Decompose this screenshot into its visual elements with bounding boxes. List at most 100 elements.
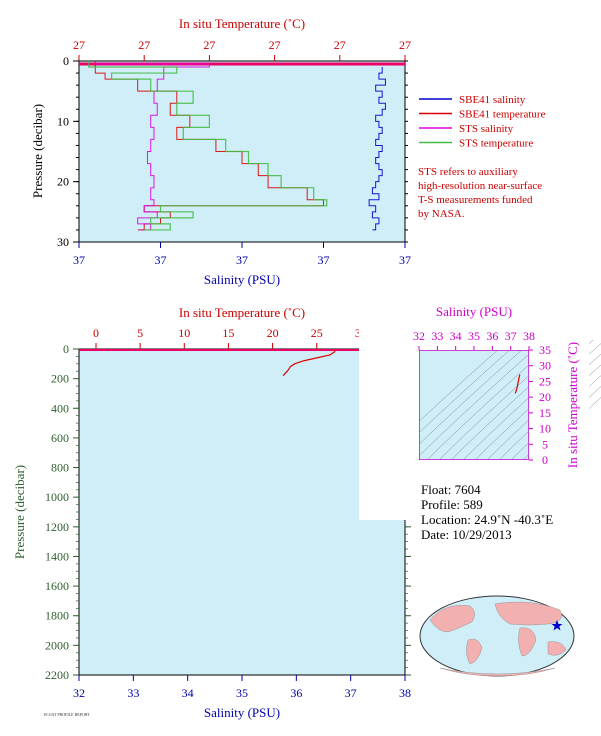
top-salinity-tick-label: 37 [236,253,248,267]
bottom-salinity-tick-label: 35 [236,686,248,700]
bottom-pressure-tick-label: 1600 [45,579,69,593]
ts-clip-top [359,290,589,350]
ts-salinity-tick-label: 37 [505,329,517,343]
bottom-temp-tick-label: 0 [93,326,99,340]
bottom-pressure-tick-label: 2000 [45,638,69,652]
ts-salinity-tick-label: 35 [468,329,480,343]
top-salinity-tick-label: 37 [399,253,411,267]
top-temp-tick-labels: 27 27 27 27 27 27 [73,38,411,61]
ts-salinity-tick-labels: 32 33 34 35 36 37 38 [413,329,535,350]
legend: SBE41 salinity SBE41 temperature STS salin… [418,94,546,220]
bottom-salinity-tick-label: 38 [399,686,411,700]
top-temp-tick-label: 27 [73,38,85,52]
ts-temp-axis-title: In situ Temperature (˚C) [565,342,580,468]
ts-panel: Salinity (PSU) 32 33 34 35 36 37 38 0 510 15 20 25… [359,290,601,520]
bottom-pressure-tick-label: 0 [63,342,69,356]
legend-label: STS temperature [459,138,533,150]
float-id: Float: 7604 [421,482,481,497]
note-line-4: by NASA. [418,208,465,220]
top-series-sbe41-salinity [368,67,386,231]
ts-series-group [514,374,521,394]
ts-plot-area [418,349,530,461]
note-line-1: STS refers to auxiliary [418,166,518,178]
top-temp-tick-label: 27 [138,38,150,52]
ts-temp-tick-label: 35 [539,343,551,357]
top-series-sts-salinity [94,61,210,231]
bottom-pressure-tick-label: 1400 [45,549,69,563]
ts-salinity-tick-label: 38 [523,329,535,343]
map-land [429,601,567,677]
top-pressure-axis-title: Pressure (decibar) [30,104,45,198]
ts-salinity-axis-title: Salinity (PSU) [436,304,512,319]
top-series-sts-temperature [88,61,328,231]
ts-temp-tick-label: 30 [539,359,551,373]
profile-number: Profile: 589 [421,497,483,512]
legend-label: STS salinity [459,123,514,135]
ts-temp-tick-label: 5 [542,437,548,451]
bottom-panel: In situ Temperature (˚C) 05101520253035 … [12,305,411,720]
ts-temp-tick-label: 10 [539,422,551,436]
bottom-pressure-tick-label: 1800 [45,609,69,623]
bottom-salinity-tick-label: 32 [73,686,85,700]
bottom-temp-axis-title: In situ Temperature (˚C) [179,305,305,320]
ts-temp-tick-label: 15 [539,406,551,420]
top-temp-tick-label: 27 [334,38,346,52]
ts-clip-bottom [359,460,589,520]
ts-salinity-tick-label: 34 [450,329,462,343]
bottom-salinity-axis-title: Salinity (PSU) [204,705,280,720]
ts-temp-tick-label: 25 [539,374,551,388]
float-location-star-icon [551,620,563,631]
top-temp-tick-label: 27 [269,38,281,52]
legend-label: SBE41 salinity [459,94,526,106]
top-pressure-tick-labels: 0 10 20 30 [57,54,408,249]
bottom-salinity-tick-label: 36 [290,686,302,700]
bottom-pressure-axis-title: Pressure (decibar) [12,465,27,559]
bottom-temp-tick-label: 25 [311,326,323,340]
note-line-3: T-S measurements funded [418,194,533,206]
bottom-plot-area [78,348,406,676]
bottom-pressure-tick-label: 600 [51,431,69,445]
bottom-pressure-tick-label: 1000 [45,490,69,504]
float-info: Float: 7604 Profile: 589 Location: 24.9˚… [421,482,553,542]
world-map [419,595,575,677]
bottom-pressure-tick-label: 2200 [45,668,69,682]
top-temp-tick-label: 27 [399,38,411,52]
top-series-group [88,61,386,231]
top-pressure-tick-label: 10 [57,114,69,128]
ts-density-contour [414,339,546,461]
top-panel: In situ Temperature (˚C) 27 27 27 27 27 27 0 1… [30,16,411,287]
ts-temp-tick-label: 20 [539,390,551,404]
top-pressure-tick-label: 0 [63,54,69,68]
bottom-salinity-tick-label: 33 [127,686,139,700]
ts-profile-line [514,374,521,394]
note-line-2: high-resolution near-surface [418,180,542,192]
footer-credit: FLOAT PROFILE REPORT [44,712,90,717]
bottom-pressure-tick-label: 200 [51,372,69,386]
top-pressure-tick-label: 30 [57,235,69,249]
ts-salinity-tick-label: 32 [413,329,425,343]
ts-temp-tick-label: 0 [542,453,548,467]
bottom-pressure-tick-labels: 0 200 400 600 800 1000 1200 1400 1600 1800 2000 220… [45,342,411,682]
bottom-salinity-tick-labels: 32 33 34 35 36 37 38 [73,675,411,700]
top-salinity-tick-label: 37 [155,253,167,267]
top-salinity-tick-labels: 37 37 37 37 37 [73,242,411,267]
ts-density-contours [359,290,601,520]
bottom-salinity-tick-label: 37 [345,686,357,700]
bottom-temp-tick-label: 10 [178,326,190,340]
bottom-temp-tick-label: 5 [137,326,143,340]
location: Location: 24.9˚N -40.3˚E [421,512,553,527]
top-pressure-tick-label: 20 [57,175,69,189]
top-salinity-axis-title: Salinity (PSU) [204,272,280,287]
legend-label: SBE41 temperature [459,109,546,121]
date: Date: 10/29/2013 [421,527,512,542]
bottom-pressure-tick-label: 800 [51,461,69,475]
bottom-temp-tick-label: 20 [267,326,279,340]
ts-salinity-tick-label: 36 [486,329,498,343]
top-temp-axis-title: In situ Temperature (˚C) [179,16,305,31]
bottom-salinity-tick-label: 34 [182,686,194,700]
ts-salinity-tick-label: 33 [431,329,443,343]
bottom-pressure-tick-label: 400 [51,401,69,415]
bottom-pressure-tick-label: 1200 [45,520,69,534]
bottom-temp-tick-label: 15 [222,326,234,340]
